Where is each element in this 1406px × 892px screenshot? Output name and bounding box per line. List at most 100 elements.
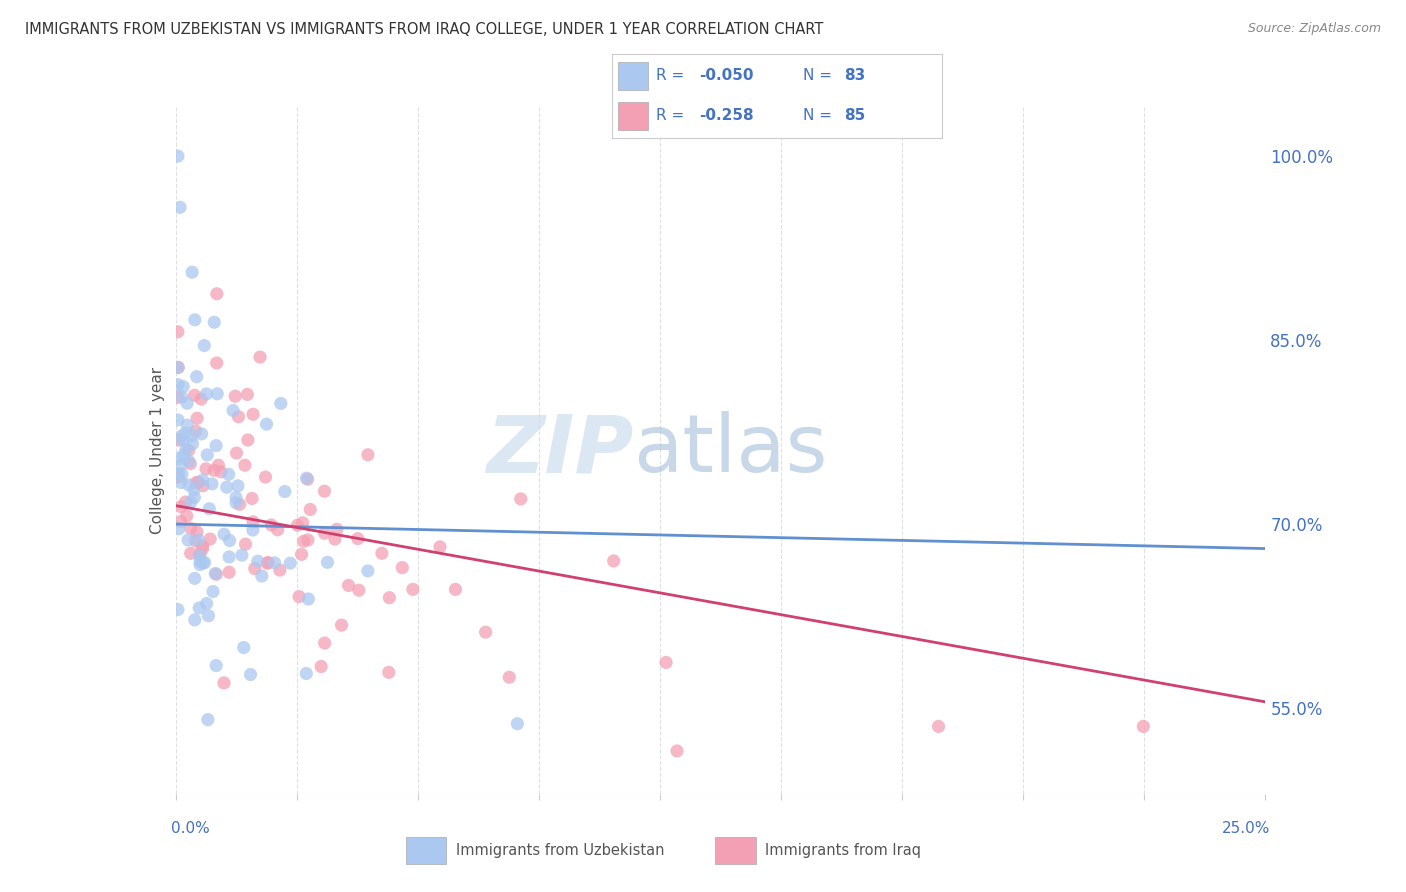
Point <box>218 549 240 564</box>
Point <box>186 369 208 384</box>
Point <box>246 554 269 568</box>
Point <box>167 470 190 484</box>
Point <box>314 484 336 499</box>
Point <box>169 458 191 473</box>
Point <box>326 522 349 536</box>
Point <box>263 556 285 570</box>
Point <box>183 491 205 505</box>
Point <box>236 387 259 401</box>
Point <box>177 533 200 547</box>
Point <box>170 475 193 490</box>
Point <box>602 554 624 568</box>
Point <box>291 516 314 530</box>
Point <box>260 518 283 533</box>
Point <box>177 454 200 468</box>
Point <box>183 388 205 402</box>
Point <box>177 478 200 492</box>
Point <box>224 389 246 403</box>
Text: IMMIGRANTS FROM UZBEKISTAN VS IMMIGRANTS FROM IRAQ COLLEGE, UNDER 1 YEAR CORRELA: IMMIGRANTS FROM UZBEKISTAN VS IMMIGRANTS… <box>25 22 824 37</box>
Point <box>174 442 197 457</box>
FancyBboxPatch shape <box>716 837 755 863</box>
Text: Immigrants from Iraq: Immigrants from Iraq <box>765 843 921 857</box>
Point <box>191 479 214 493</box>
Point <box>242 407 264 421</box>
Point <box>191 473 214 487</box>
Point <box>498 670 520 684</box>
Point <box>236 433 259 447</box>
Point <box>378 665 401 680</box>
Point <box>186 524 208 539</box>
Point <box>180 546 202 560</box>
Point <box>183 483 205 497</box>
Point <box>167 413 190 427</box>
Point <box>172 379 194 393</box>
Point <box>195 448 218 462</box>
Point <box>218 467 240 482</box>
Point <box>207 386 229 401</box>
Point <box>184 424 207 438</box>
Point <box>188 600 211 615</box>
Point <box>337 578 360 592</box>
Point <box>170 467 193 481</box>
Point <box>228 409 250 424</box>
Point <box>218 533 240 548</box>
Point <box>314 636 336 650</box>
Point <box>314 526 336 541</box>
Point <box>167 325 190 339</box>
Point <box>212 676 235 690</box>
Point <box>180 495 202 509</box>
Text: 25.0%: 25.0% <box>1222 821 1270 836</box>
Point <box>506 716 529 731</box>
Point <box>187 533 209 547</box>
Point <box>173 448 195 462</box>
Point <box>444 582 467 597</box>
Point <box>188 558 211 572</box>
Point <box>235 537 257 551</box>
FancyBboxPatch shape <box>406 837 446 863</box>
Point <box>347 583 370 598</box>
Point <box>391 560 413 574</box>
Text: R =: R = <box>657 69 689 84</box>
Point <box>928 719 950 733</box>
Point <box>357 448 380 462</box>
Point <box>167 602 190 616</box>
Point <box>167 390 190 404</box>
Text: -0.050: -0.050 <box>699 69 754 84</box>
Point <box>191 556 214 570</box>
Point <box>186 411 208 425</box>
Point <box>188 548 211 562</box>
Point <box>190 426 212 441</box>
Point <box>204 566 226 581</box>
Point <box>429 540 451 554</box>
Point <box>288 590 311 604</box>
Point <box>212 527 235 541</box>
Text: 0.0%: 0.0% <box>172 821 209 836</box>
Point <box>191 539 214 553</box>
Point <box>666 744 689 758</box>
Point <box>474 625 496 640</box>
Text: Source: ZipAtlas.com: Source: ZipAtlas.com <box>1247 22 1381 36</box>
Point <box>167 360 190 375</box>
Text: ZIP: ZIP <box>486 411 633 490</box>
Point <box>347 532 370 546</box>
Text: R =: R = <box>657 108 689 123</box>
Text: N =: N = <box>803 69 837 84</box>
Point <box>170 390 193 404</box>
Point <box>323 532 346 546</box>
Point <box>184 613 207 627</box>
Point <box>295 471 318 485</box>
Point <box>278 556 301 570</box>
Point <box>242 515 264 529</box>
Point <box>167 377 190 392</box>
Point <box>225 491 247 505</box>
Point <box>205 439 228 453</box>
Text: N =: N = <box>803 108 837 123</box>
Point <box>207 458 229 473</box>
Point <box>186 475 208 490</box>
Point <box>167 360 190 375</box>
Point <box>167 467 190 481</box>
Point <box>256 556 278 570</box>
Point <box>254 470 277 484</box>
Point <box>218 566 240 580</box>
Point <box>194 462 217 476</box>
